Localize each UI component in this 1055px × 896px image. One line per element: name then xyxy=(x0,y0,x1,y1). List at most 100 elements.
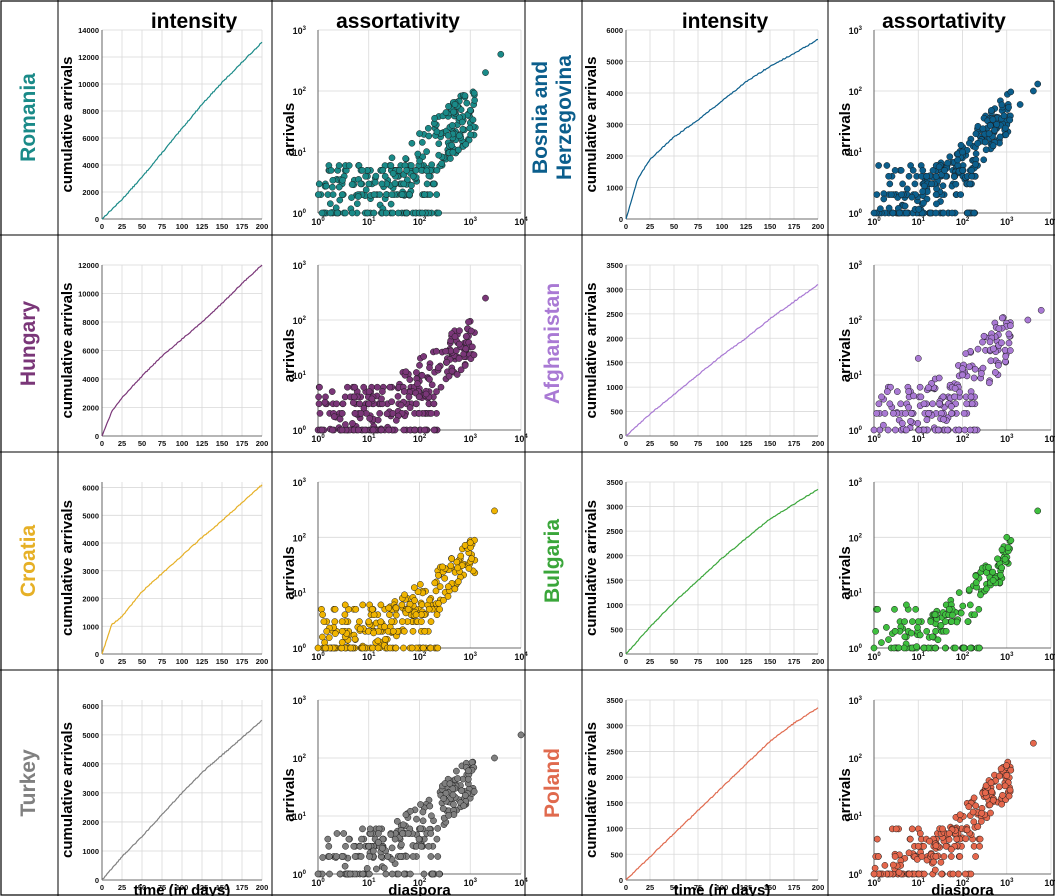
scatter-point xyxy=(448,367,456,375)
scatter-point xyxy=(422,390,430,398)
x-tick-exponent: 3 xyxy=(474,878,478,884)
scatter-point xyxy=(448,122,456,129)
scatter-point xyxy=(366,825,374,833)
scatter-point xyxy=(409,627,417,635)
scatter-point xyxy=(388,191,396,198)
x-tick-exponent: 4 xyxy=(524,434,528,440)
x-tick-label: 100 xyxy=(311,878,325,888)
intensity-panel-turkey: 0 25 50 75 100 125 150 175 200010002000300040005… xyxy=(59,700,268,896)
scatter-point xyxy=(427,618,435,625)
scatter-point xyxy=(914,618,922,625)
scatter-point xyxy=(443,358,451,366)
scatter-point xyxy=(374,839,382,846)
y-tick-label: 2000 xyxy=(82,188,99,197)
scatter-point xyxy=(964,618,972,625)
scatter-point xyxy=(421,426,428,434)
scatter-point xyxy=(929,400,936,408)
scatter-point xyxy=(406,870,414,878)
intensity-panel-poland: 0 25 50 75 100 125 150 175 200050010001500200025… xyxy=(583,696,824,896)
scatter-point xyxy=(322,644,329,652)
scatter-point xyxy=(972,579,980,586)
scatter-point xyxy=(939,182,947,190)
x-tick-label: 103 xyxy=(1000,652,1014,662)
scatter-point xyxy=(350,393,358,401)
scatter-point xyxy=(1002,352,1010,360)
x-tick-label: 200 xyxy=(256,439,269,448)
x-tick-label: 102 xyxy=(413,434,427,444)
scatter-point xyxy=(333,400,340,408)
scatter-point xyxy=(1002,131,1010,139)
x-tick-label: 101 xyxy=(912,878,926,888)
x-tick-label: 0 xyxy=(100,657,104,666)
scatter-point xyxy=(454,564,461,572)
scatter-point xyxy=(357,853,365,860)
y-tick-label: 100 xyxy=(849,209,863,219)
x-tick-label: 75 xyxy=(694,222,702,231)
scatter-point xyxy=(399,821,407,829)
scatter-point xyxy=(365,842,373,850)
scatter-point xyxy=(383,410,391,418)
scatter-point xyxy=(347,644,355,652)
scatter-point xyxy=(326,200,334,208)
scatter-point xyxy=(391,180,399,187)
scatter-point xyxy=(415,835,423,843)
scatter-point xyxy=(929,633,936,641)
scatter-point xyxy=(883,162,891,169)
scatter-point xyxy=(454,775,462,782)
scatter-point xyxy=(935,163,943,171)
scatter-point xyxy=(940,415,947,423)
scatter-point xyxy=(327,209,334,217)
scatter-point xyxy=(360,383,368,391)
scatter-points xyxy=(314,50,505,217)
scatter-point xyxy=(986,122,994,129)
scatter-point xyxy=(517,731,525,739)
y-tick-label: 100 xyxy=(293,870,307,880)
scatter-point xyxy=(995,783,1003,791)
intensity-series-line xyxy=(101,719,263,881)
scatter-point xyxy=(345,835,353,843)
scatter-point xyxy=(959,148,966,156)
scatter-point xyxy=(404,605,412,613)
scatter-points xyxy=(870,507,1042,652)
scatter-point xyxy=(388,870,396,878)
scatter-point xyxy=(978,809,986,817)
scatter-point xyxy=(394,393,402,400)
intensity-series-line xyxy=(625,488,819,655)
scatter-point xyxy=(394,209,402,217)
x-tick-label: 175 xyxy=(236,439,249,448)
y-tick-exponent: 3 xyxy=(859,26,863,32)
intensity-series-line xyxy=(101,264,263,437)
y-axis-label: arrivals xyxy=(281,768,298,821)
y-tick-label: 1000 xyxy=(606,184,623,193)
scatter-point xyxy=(331,618,339,625)
scatter-point xyxy=(953,835,961,843)
scatter-point xyxy=(885,204,893,212)
scatter-point xyxy=(466,124,474,132)
scatter-point xyxy=(380,864,388,872)
x-tick-label: 103 xyxy=(1000,217,1014,227)
y-tick-label: 102 xyxy=(849,754,863,764)
x-tick-label: 150 xyxy=(216,883,229,892)
scatter-point xyxy=(1030,87,1037,95)
scatter-point xyxy=(870,870,878,878)
scatter-point xyxy=(362,186,370,194)
intensity-panel-hungary: 0 25 50 75 100 125 150 175 200020004000600080001… xyxy=(59,261,268,448)
scatter-points xyxy=(314,294,489,434)
x-tick-label: 150 xyxy=(764,222,777,231)
scatter-point xyxy=(324,835,332,843)
x-tick-label: 104 xyxy=(514,217,528,227)
scatter-point xyxy=(400,180,408,188)
scatter-point xyxy=(883,388,891,395)
scatter-point xyxy=(920,400,928,408)
x-tick-exponent: 4 xyxy=(524,878,528,884)
y-axis-label: cumulative arrivals xyxy=(59,500,76,636)
scatter-point xyxy=(920,644,928,652)
y-tick-label: 103 xyxy=(293,26,307,36)
scatter-point xyxy=(979,338,986,346)
scatter-point xyxy=(400,426,408,434)
intensity-series-line xyxy=(101,41,263,220)
scatter-point xyxy=(941,644,949,652)
x-tick-label: 102 xyxy=(956,217,970,227)
scatter-point xyxy=(1005,103,1012,111)
scatter-point xyxy=(339,400,347,408)
